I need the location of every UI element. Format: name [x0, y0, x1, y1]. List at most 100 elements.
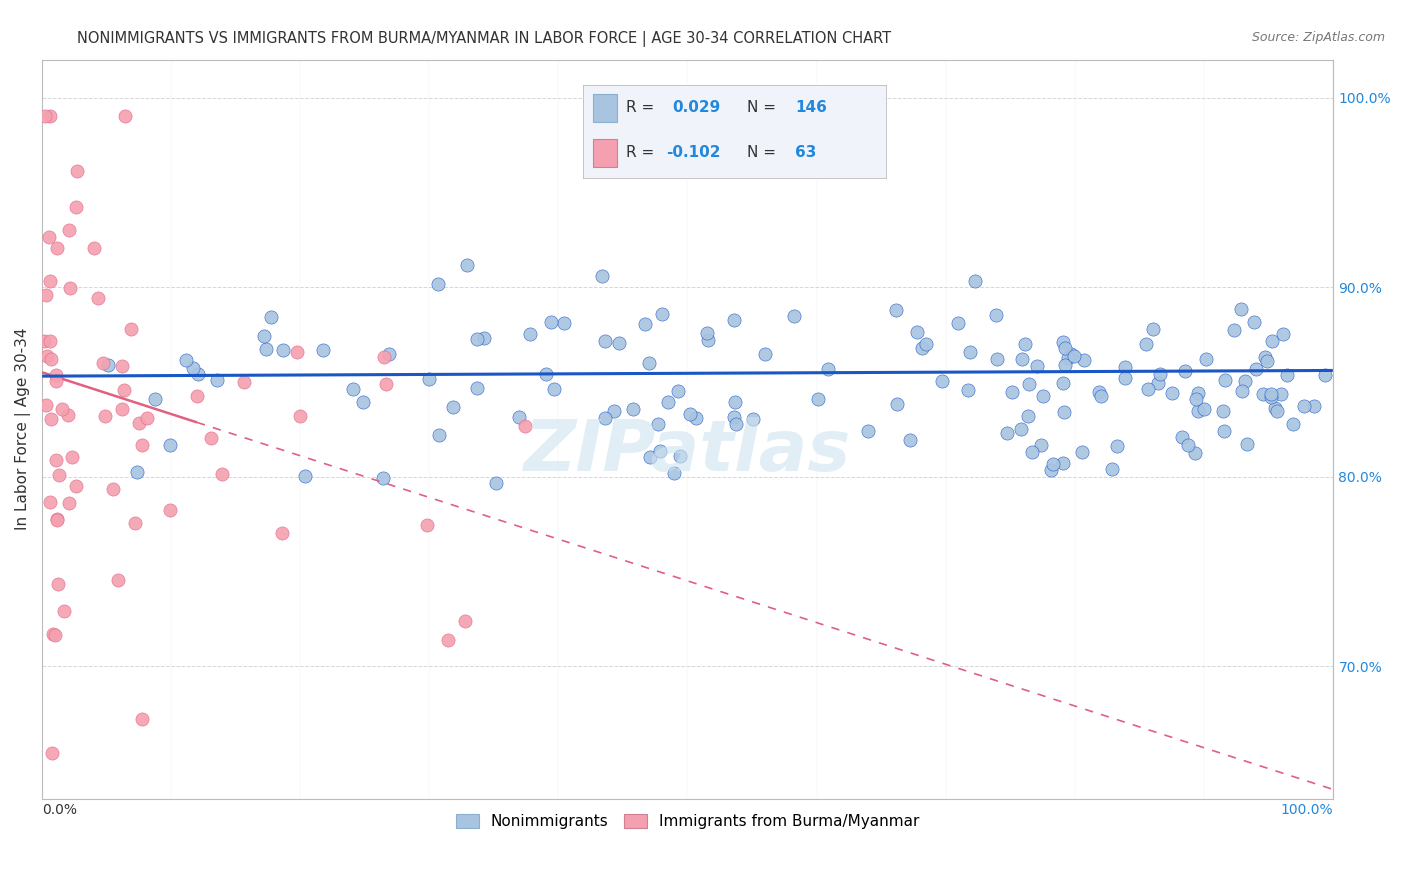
Point [285, 345, 308, 359]
Point [997, 426, 1019, 441]
Point [1052, 376, 1074, 390]
Point [724, 395, 747, 409]
Point [111, 359, 134, 373]
Point [915, 337, 938, 351]
Point [1174, 364, 1197, 378]
Point [959, 345, 981, 359]
Point [697, 334, 720, 348]
Point [1236, 437, 1258, 451]
Point [232, 375, 254, 389]
Point [1254, 351, 1277, 365]
Point [1251, 387, 1274, 401]
Point [1267, 403, 1289, 417]
Point [45, 453, 67, 467]
Text: R =: R = [626, 100, 654, 115]
Point [685, 411, 707, 425]
Point [294, 469, 316, 483]
Point [456, 258, 478, 272]
Point [607, 336, 630, 351]
Point [38, 230, 60, 244]
Point [898, 433, 921, 447]
Point [783, 309, 806, 323]
Point [145, 392, 167, 406]
Point [35, 349, 58, 363]
Text: Source: ZipAtlas.com: Source: ZipAtlas.com [1251, 31, 1385, 45]
Point [416, 517, 439, 532]
Point [1264, 401, 1286, 416]
Point [1087, 385, 1109, 400]
Point [87, 292, 110, 306]
Point [1010, 422, 1032, 436]
Point [427, 277, 450, 291]
Point [46, 577, 69, 591]
Point [651, 307, 673, 321]
Point [65, 163, 87, 178]
Point [1060, 347, 1083, 361]
Point [508, 410, 530, 425]
Point [131, 438, 153, 452]
Point [1177, 438, 1199, 452]
Point [1032, 390, 1054, 404]
Point [1053, 359, 1076, 373]
Point [1234, 374, 1257, 388]
Point [696, 326, 718, 340]
Point [666, 384, 689, 398]
Point [986, 308, 1008, 322]
Y-axis label: In Labor Force | Age 30-34: In Labor Force | Age 30-34 [15, 328, 31, 531]
Point [187, 367, 209, 381]
Point [1303, 399, 1326, 413]
Point [638, 450, 661, 464]
Point [946, 316, 969, 330]
Point [754, 347, 776, 361]
Point [1071, 444, 1094, 458]
Point [905, 325, 928, 339]
Point [1275, 368, 1298, 383]
Point [621, 401, 644, 416]
Point [114, 110, 136, 124]
Point [1192, 401, 1215, 416]
Point [39, 274, 62, 288]
Point [52, 603, 75, 617]
Point [956, 383, 979, 397]
Point [1146, 376, 1168, 390]
Point [742, 412, 765, 426]
Point [1184, 392, 1206, 406]
Point [107, 573, 129, 587]
Point [647, 417, 669, 431]
Point [94, 409, 117, 423]
Point [1042, 457, 1064, 471]
Bar [592, 95, 617, 122]
Text: R =: R = [626, 145, 654, 160]
Point [39, 334, 62, 348]
Point [41, 351, 63, 366]
Point [633, 318, 655, 332]
Point [38, 495, 60, 509]
Text: 0.0%: 0.0% [42, 803, 77, 816]
Point [1001, 384, 1024, 399]
Point [540, 315, 562, 329]
Point [342, 382, 364, 396]
Point [472, 330, 495, 344]
Point [723, 313, 745, 327]
Point [120, 321, 142, 335]
Point [817, 362, 839, 376]
Point [312, 343, 335, 357]
Point [378, 347, 401, 361]
Point [260, 310, 283, 325]
Text: 100.0%: 100.0% [1281, 803, 1333, 816]
Point [290, 409, 312, 423]
Point [931, 374, 953, 388]
Point [437, 632, 460, 647]
Point [1063, 349, 1085, 363]
Point [1101, 462, 1123, 476]
Point [32, 334, 55, 349]
Point [1137, 382, 1160, 396]
Point [44, 627, 66, 641]
Point [454, 614, 477, 628]
Point [1040, 463, 1063, 477]
Point [657, 394, 679, 409]
Point [253, 329, 276, 343]
Point [911, 341, 934, 355]
Point [1105, 439, 1128, 453]
Point [59, 281, 82, 295]
